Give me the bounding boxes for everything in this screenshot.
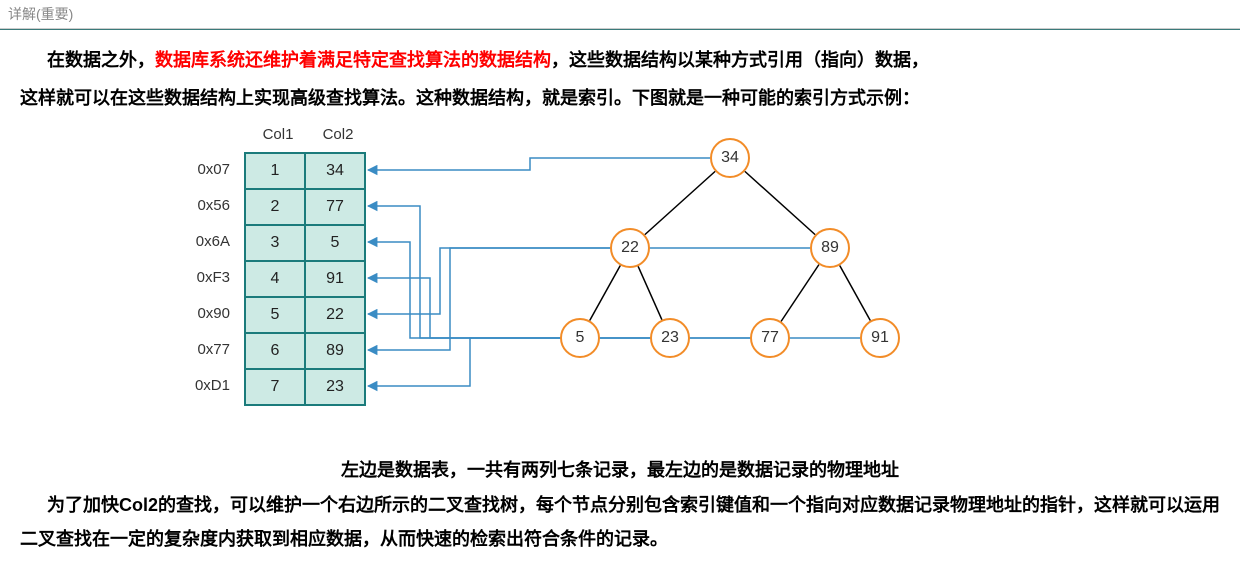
p3-a: 为了加快 — [47, 495, 119, 515]
pointer-line — [368, 206, 750, 338]
table-cell: 4 — [245, 261, 305, 297]
tree-node: 34 — [710, 138, 750, 178]
table-cell: 3 — [245, 225, 305, 261]
tree-node: 22 — [610, 228, 650, 268]
tree-edge — [781, 265, 819, 322]
table-cell: 5 — [245, 297, 305, 333]
table-row: 723 — [245, 369, 365, 405]
table-cell: 5 — [305, 225, 365, 261]
tree-edge — [645, 171, 715, 234]
address-cell: 0x56 — [170, 188, 240, 224]
address-cell: 0x90 — [170, 296, 240, 332]
p3-c: 的查找，可以维护一个右边所示的二叉查找树，每个节点分别包含索引键值和一个指向对应… — [20, 495, 1220, 549]
table-row: 277 — [245, 189, 365, 225]
pointer-line — [368, 248, 610, 314]
column-headers: Col1Col2 — [248, 126, 368, 143]
index-diagram: Col1Col2 0x070x560x6A0xF30x900x770xD1 13… — [170, 118, 1070, 438]
p3-b: Col2 — [119, 495, 158, 515]
table-cell: 7 — [245, 369, 305, 405]
address-cell: 0xF3 — [170, 260, 240, 296]
panel-title: 详解(重要) — [8, 6, 73, 22]
table-cell: 77 — [305, 189, 365, 225]
table-row: 689 — [245, 333, 365, 369]
tree-edge — [590, 265, 621, 320]
pointer-line — [368, 338, 650, 386]
content-area: 在数据之外，数据库系统还维护着满足特定查找算法的数据结构，这些数据结构以某种方式… — [0, 29, 1240, 572]
tree-edge — [840, 265, 871, 320]
panel-header: 详解(重要) — [0, 0, 1240, 29]
address-cell: 0x77 — [170, 332, 240, 368]
table-cell: 89 — [305, 333, 365, 369]
table-cell: 23 — [305, 369, 365, 405]
pointer-line — [368, 242, 560, 338]
table-row: 134 — [245, 153, 365, 189]
table-cell: 34 — [305, 153, 365, 189]
address-cell: 0x07 — [170, 152, 240, 188]
address-cell: 0x6A — [170, 224, 240, 260]
paragraph-1: 在数据之外，数据库系统还维护着满足特定查找算法的数据结构，这些数据结构以某种方式… — [20, 42, 1220, 78]
table-cell: 1 — [245, 153, 305, 189]
column-header: Col1 — [248, 126, 308, 143]
table-row: 491 — [245, 261, 365, 297]
diagram-caption: 左边是数据表，一共有两列七条记录，最左边的是数据记录的物理地址 — [20, 456, 1220, 482]
tree-node: 5 — [560, 318, 600, 358]
p1-highlight: 数据库系统还维护着满足特定查找算法的数据结构 — [155, 50, 551, 70]
tree-node: 77 — [750, 318, 790, 358]
tree-node: 89 — [810, 228, 850, 268]
tree-node: 23 — [650, 318, 690, 358]
table-cell: 2 — [245, 189, 305, 225]
table-row: 522 — [245, 297, 365, 333]
paragraph-2: 这样就可以在这些数据结构上实现高级查找算法。这种数据结构，就是索引。下图就是一种… — [20, 80, 1220, 116]
table-cell: 6 — [245, 333, 305, 369]
table-row: 35 — [245, 225, 365, 261]
tree-edge — [638, 266, 662, 319]
table-cell: 91 — [305, 261, 365, 297]
p1-c: ，这些数据结构以某种方式引用（指向）数据， — [551, 50, 929, 70]
column-header: Col2 — [308, 126, 368, 143]
table-cell: 22 — [305, 297, 365, 333]
paragraph-3: 为了加快Col2的查找，可以维护一个右边所示的二叉查找树，每个节点分别包含索引键… — [20, 488, 1220, 556]
address-cell: 0xD1 — [170, 368, 240, 404]
pointer-line — [368, 158, 710, 170]
p1-a: 在数据之外， — [47, 50, 155, 70]
address-column: 0x070x560x6A0xF30x900x770xD1 — [170, 152, 240, 404]
data-table: 13427735491522689723 — [244, 152, 366, 406]
tree-edge — [745, 171, 815, 234]
tree-node: 91 — [860, 318, 900, 358]
